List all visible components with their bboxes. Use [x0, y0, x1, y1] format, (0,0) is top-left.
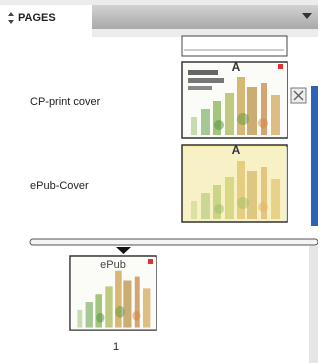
- page: PAGES CP-print cover A ePub-Cover A: [0, 0, 318, 363]
- divider-marker: [116, 247, 131, 254]
- page-number: 1: [113, 341, 119, 353]
- master-row[interactable]: CP-print cover A: [30, 60, 306, 138]
- tab-label: PAGES: [18, 12, 56, 24]
- master-thumbnail-partial: [182, 36, 287, 56]
- master-name: CP-print cover: [30, 96, 101, 108]
- page-item[interactable]: ePub 1: [70, 256, 156, 353]
- close-icon[interactable]: [291, 88, 306, 103]
- divider[interactable]: [30, 239, 318, 245]
- master-row[interactable]: ePub-Cover A: [30, 143, 287, 222]
- pages-panel: PAGES CP-print cover A ePub-Cover A: [0, 0, 318, 363]
- scrollbar: [309, 246, 318, 363]
- tab-bar: [92, 5, 318, 29]
- master-prefix: A: [232, 143, 241, 157]
- master-prefix: A: [232, 60, 241, 74]
- scroll-edge: [311, 86, 318, 226]
- thumbnail-text: ePub: [100, 259, 126, 271]
- master-name: ePub-Cover: [30, 180, 89, 192]
